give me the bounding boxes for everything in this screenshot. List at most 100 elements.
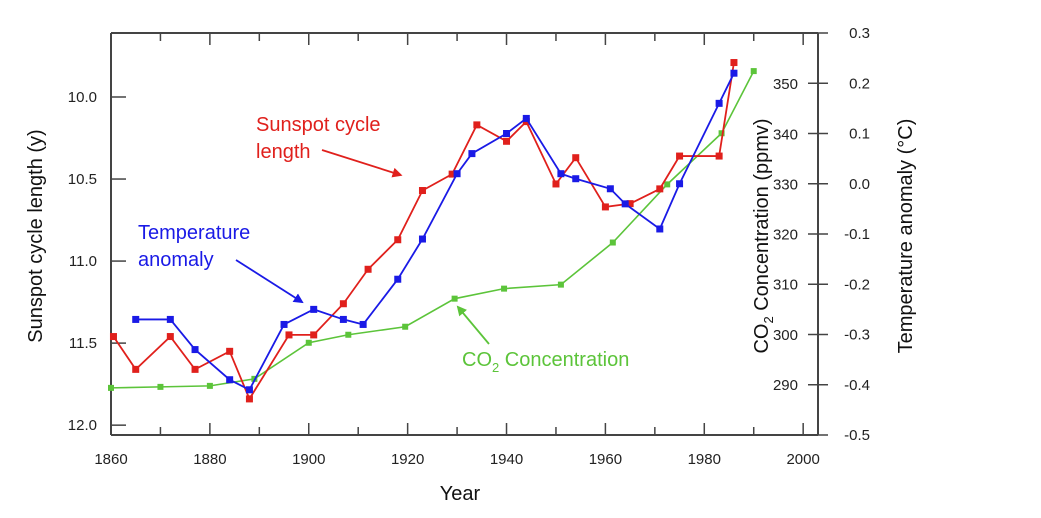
data-point-sunspot-cycle-length	[109, 333, 117, 341]
data-point-co-concentration	[451, 295, 458, 302]
data-point-temperature-anomaly	[468, 150, 476, 158]
annotation-sunspot-line2: length	[256, 141, 311, 163]
temp-tick-label: 0.1	[849, 126, 870, 143]
data-point-sunspot-cycle-length	[285, 331, 293, 339]
data-point-temperature-anomaly	[280, 320, 288, 328]
x-tick-label: 1920	[391, 451, 424, 468]
annotation-sunspot-arrow	[321, 149, 403, 178]
data-point-sunspot-cycle-length	[572, 154, 580, 162]
temp-tick-label: 0.0	[849, 176, 870, 193]
data-point-sunspot-cycle-length	[552, 180, 560, 188]
annotation-co2-arrow	[456, 305, 490, 345]
data-point-co-concentration	[345, 331, 352, 338]
temp-tick-label: 0.2	[849, 75, 870, 92]
temp-tick-label: -0.4	[844, 377, 870, 394]
x-tick-label: 1900	[292, 451, 325, 468]
co2-tick-label: 310	[773, 277, 798, 294]
data-point-co-concentration	[206, 382, 213, 389]
left-tick-label: 11.0	[69, 253, 97, 270]
data-point-temperature-anomaly	[557, 170, 565, 178]
co2-axis-title-post: Concentration (ppmv)	[751, 118, 773, 316]
annotation-co2-post: Concentration	[499, 349, 629, 371]
co2-axis-title: CO2 Concentration (ppmv)	[751, 118, 776, 353]
annotation-co2-pre: CO	[462, 349, 492, 371]
data-point-sunspot-cycle-length	[339, 300, 347, 308]
co2-axis-title-sub: 2	[761, 316, 776, 323]
x-axis: 1860 1880 1900 1920 1940 1960 1980 2000	[94, 33, 820, 468]
data-point-sunspot-cycle-length	[191, 365, 199, 373]
data-point-sunspot-cycle-length	[448, 170, 456, 178]
co2-tick-label: 300	[773, 327, 798, 344]
annotation-sunspot-line1: Sunspot cycle	[256, 114, 381, 136]
series-temperature-anomaly	[132, 69, 738, 394]
data-point-temperature-anomaly	[310, 305, 318, 313]
temp-tick-label: 0.3	[849, 25, 870, 42]
data-point-temperature-anomaly	[394, 275, 402, 283]
temp-tick-label: -0.1	[844, 226, 870, 243]
data-point-sunspot-cycle-length	[503, 137, 511, 145]
data-point-sunspot-cycle-length	[226, 347, 234, 355]
annotation-temperature-line2: anomaly	[138, 249, 214, 271]
co2-tick-label: 290	[773, 377, 798, 394]
data-point-sunspot-cycle-length	[418, 187, 426, 195]
left-tick-label: 10.5	[68, 171, 97, 188]
series-line-co-concentration	[110, 70, 755, 389]
data-point-temperature-anomaly	[339, 315, 347, 323]
data-point-sunspot-cycle-length	[166, 333, 174, 341]
data-point-temperature-anomaly	[715, 99, 723, 107]
annotations: Sunspot cycle length Temperature anomaly CO2…	[138, 114, 629, 375]
temp-axis-title: Temperature anomaly (°C)	[895, 119, 917, 354]
data-point-co-concentration	[108, 384, 114, 391]
data-point-temperature-anomaly	[730, 69, 738, 77]
data-point-sunspot-cycle-length	[245, 395, 253, 403]
left-tick-label: 12.0	[68, 417, 97, 434]
temp-tick-label: -0.3	[844, 327, 870, 344]
co2-tick-label: 350	[773, 76, 798, 93]
data-point-temperature-anomaly	[166, 315, 174, 323]
co2-tick-label: 340	[773, 126, 798, 143]
annotation-co2-sub: 2	[492, 360, 499, 375]
data-point-sunspot-cycle-length	[676, 152, 684, 160]
co2-axis-title-pre: CO	[751, 324, 773, 354]
data-point-temperature-anomaly	[656, 225, 664, 233]
data-point-temperature-anomaly	[453, 170, 461, 178]
data-point-temperature-anomaly	[676, 180, 684, 188]
data-point-temperature-anomaly	[418, 235, 426, 243]
left-y-axis-title: Sunspot cycle length (y)	[25, 129, 47, 342]
data-point-sunspot-cycle-length	[656, 185, 664, 193]
data-point-temperature-anomaly	[132, 315, 140, 323]
x-tick-label: 1860	[94, 451, 127, 468]
data-point-sunspot-cycle-length	[473, 121, 481, 129]
x-tick-label: 1880	[193, 451, 226, 468]
data-point-temperature-anomaly	[503, 130, 511, 137]
data-point-temperature-anomaly	[621, 200, 629, 208]
temp-tick-label: -0.5	[844, 427, 870, 444]
data-point-temperature-anomaly	[359, 320, 367, 328]
right-y-axes: -0.5 -0.4 -0.3 -0.2 -0.1 0.0 0.1 0.2 0.3 290 300 31…	[773, 25, 870, 444]
data-point-co-concentration	[305, 339, 312, 346]
data-point-sunspot-cycle-length	[394, 236, 402, 244]
series-line-sunspot-cycle-length	[112, 62, 735, 401]
left-tick-label: 11.5	[69, 335, 97, 352]
x-axis-title: Year	[440, 483, 481, 505]
data-point-sunspot-cycle-length	[730, 59, 738, 67]
data-point-sunspot-cycle-length	[310, 331, 318, 339]
data-point-sunspot-cycle-length	[364, 265, 372, 273]
series-layer	[108, 59, 757, 403]
data-point-temperature-anomaly	[606, 185, 614, 193]
x-tick-label: 1960	[589, 451, 622, 468]
x-tick-label: 1940	[490, 451, 523, 468]
data-point-co-concentration	[718, 130, 725, 137]
data-point-co-concentration	[557, 281, 564, 288]
co2-tick-label: 320	[773, 227, 798, 244]
x-tick-label: 1980	[688, 451, 721, 468]
data-point-temperature-anomaly	[245, 386, 253, 394]
x-tick-label: 2000	[786, 451, 819, 468]
data-point-sunspot-cycle-length	[626, 200, 634, 208]
left-tick-label: 10.0	[68, 89, 97, 106]
data-point-temperature-anomaly	[522, 114, 530, 122]
data-point-co-concentration	[501, 285, 508, 292]
left-y-axis: 10.0 10.5 11.0 11.5 12.0	[68, 89, 126, 434]
plot-frame	[110, 32, 819, 436]
co2-tick-label: 330	[773, 176, 798, 193]
